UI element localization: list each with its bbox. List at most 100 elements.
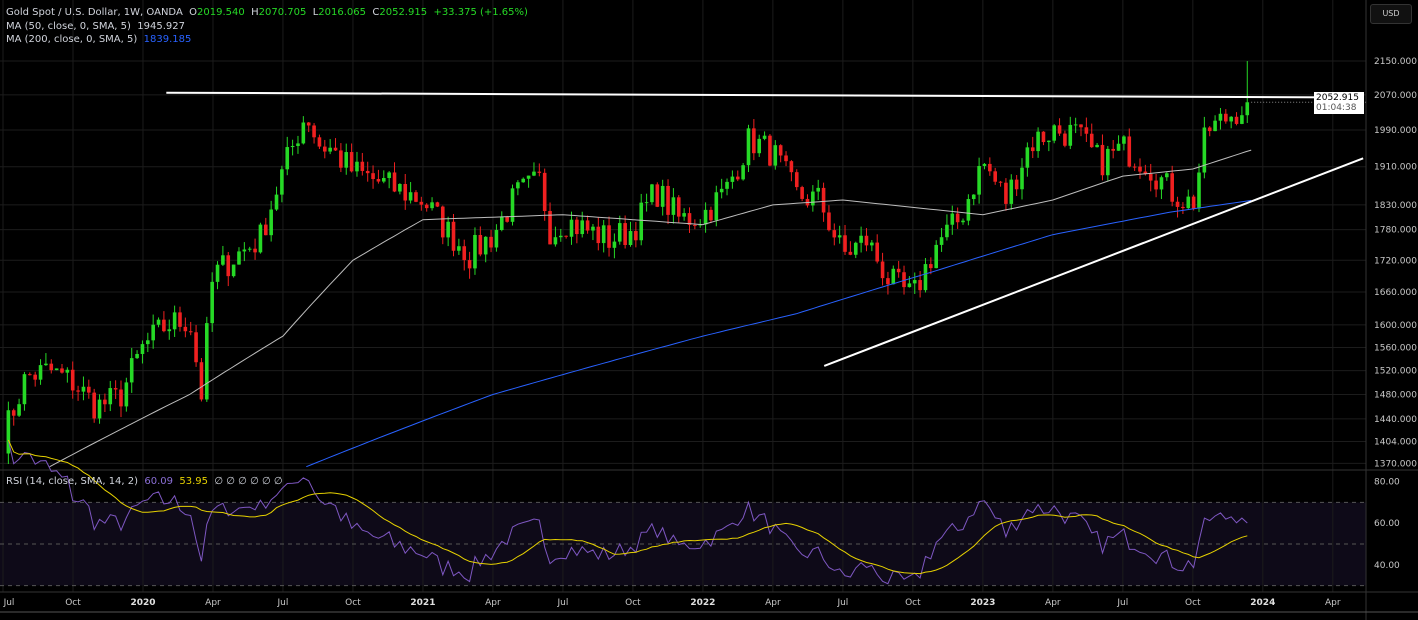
candle-body [1079, 124, 1083, 128]
candle-body [693, 224, 697, 226]
candle-body [971, 194, 976, 200]
candle-body [687, 213, 692, 225]
rsi-tick-label: 80.00 [1374, 478, 1400, 488]
currency-button[interactable]: USD [1370, 4, 1412, 24]
rsi-line [7, 439, 1248, 585]
candle-body [183, 326, 188, 332]
candle-body [451, 221, 456, 251]
candle-body [1181, 206, 1185, 209]
symbol-title: Gold Spot / U.S. Dollar, 1W, OANDA [6, 7, 183, 18]
last-price-label: 2052.915 01:04:38 [1314, 92, 1364, 114]
candle-body [1143, 171, 1148, 174]
candle-body [17, 404, 21, 416]
candle-body [494, 230, 499, 248]
candle-body [752, 128, 756, 154]
open-label: O [189, 7, 198, 18]
candle-body [634, 231, 638, 241]
candle-body [306, 122, 311, 126]
candle-body [328, 147, 332, 152]
time-tick-label: 2023 [970, 598, 995, 608]
time-tick-label: Oct [65, 598, 81, 608]
candle-body [993, 171, 997, 182]
candle-body [778, 145, 783, 156]
candle-body [33, 374, 37, 380]
ma200-legend[interactable]: MA (200, close, 0, SMA, 5) 1839.185 [6, 34, 191, 45]
candle-body [558, 235, 563, 238]
candle-body [387, 172, 391, 179]
time-tick-label: Oct [625, 598, 641, 608]
candle-body [505, 216, 509, 222]
ma50-line [49, 149, 1252, 468]
candle-body [483, 236, 488, 255]
price-tick-label: 1404.000 [1374, 438, 1417, 448]
candle-body [580, 220, 585, 235]
candle-body [988, 163, 992, 172]
candle-body [1234, 116, 1239, 124]
high-label: H [251, 7, 259, 18]
time-tick-label: Jul [277, 598, 289, 608]
price-tick-label: 1480.000 [1374, 390, 1417, 400]
candle-body [156, 319, 161, 325]
candle-body [853, 242, 858, 255]
candle-body [339, 150, 343, 168]
candle-body [194, 332, 198, 363]
trendline-support [823, 157, 1364, 367]
ma50-legend[interactable]: MA (50, close, 0, SMA, 5) 1945.927 [6, 21, 185, 32]
candle-body [1240, 115, 1244, 124]
price-tick-label: 1660.000 [1374, 288, 1417, 298]
candle-body [473, 234, 477, 269]
close-value: 2052.915 [379, 7, 428, 18]
candle-body [950, 213, 955, 225]
candle-body [870, 242, 874, 246]
candle-body [478, 234, 483, 255]
candle-body [1148, 173, 1153, 181]
time-tick-label: Jul [3, 598, 15, 608]
candle-body [880, 261, 885, 279]
candle-body [1229, 116, 1233, 122]
candle-body [1224, 113, 1228, 122]
candle-body [644, 202, 649, 204]
candle-body [617, 223, 622, 242]
candle-body [843, 235, 847, 252]
candle-body [548, 211, 552, 245]
candle-body [961, 220, 965, 223]
candle-body [301, 122, 306, 144]
candle-body [934, 244, 938, 269]
candle-body [1154, 180, 1158, 190]
rsi-tick-label: 60.00 [1374, 519, 1400, 529]
candle-body [221, 255, 225, 265]
rsi-ma-line [7, 439, 1248, 575]
candle-body [526, 175, 531, 179]
candle-body [945, 224, 949, 238]
candle-body [1218, 113, 1223, 121]
candle-body [1116, 143, 1121, 151]
candle-body [435, 202, 440, 207]
candle-body [757, 138, 762, 154]
candle-body [1073, 124, 1078, 126]
candle-body [344, 152, 349, 168]
candle-body [1095, 144, 1099, 148]
candle-body [1009, 179, 1014, 204]
candle-body [317, 137, 322, 147]
candle-body [76, 390, 80, 392]
candle-body [864, 235, 869, 246]
ma200-line [306, 199, 1252, 468]
candle-body [140, 344, 145, 354]
candle-body [355, 161, 359, 172]
candle-body [162, 319, 166, 332]
rsi-extra-values: ∅ ∅ ∅ ∅ ∅ ∅ [214, 476, 283, 487]
candle-body [1197, 172, 1201, 209]
price-tick-label: 1910.000 [1374, 163, 1417, 173]
candle-body [1132, 166, 1137, 168]
candle-body [1122, 136, 1126, 144]
candle-body [902, 272, 906, 288]
candle-body [360, 161, 365, 171]
candle-body [365, 170, 370, 174]
candle-body [982, 163, 987, 166]
candle-body [682, 213, 686, 217]
candle-body [38, 365, 43, 380]
candle-body [532, 171, 536, 176]
candle-body [703, 209, 708, 225]
rsi-legend[interactable]: RSI (14, close, SMA, 14, 2) 60.09 53.95 … [6, 476, 283, 487]
